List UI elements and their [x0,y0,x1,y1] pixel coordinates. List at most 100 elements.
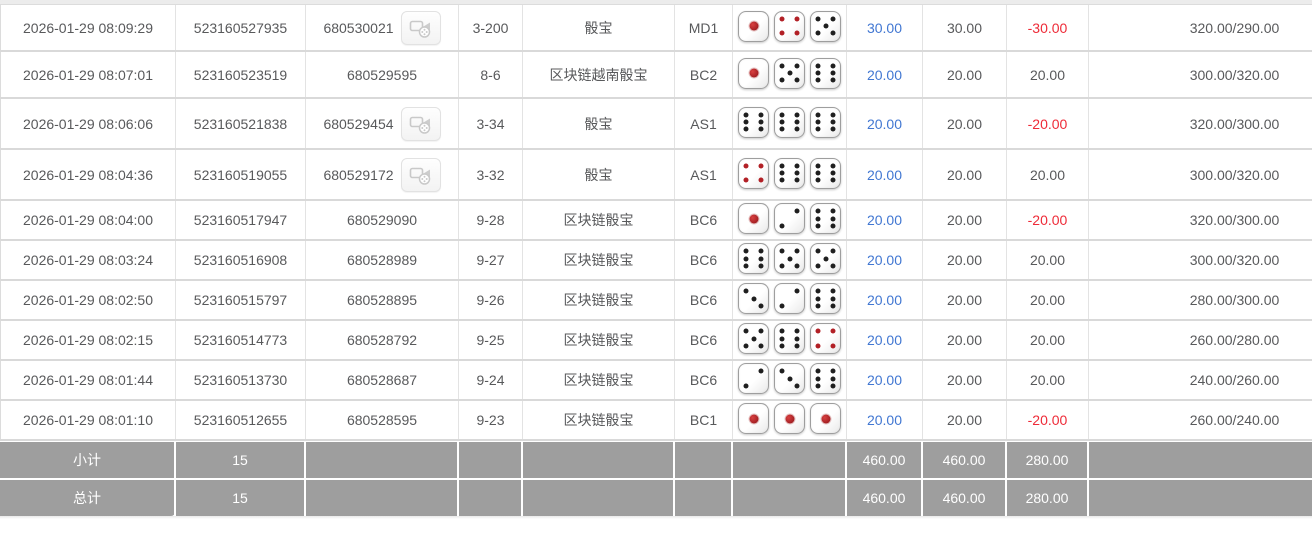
bet-time-cell: 2026-01-29 08:03:24 [0,240,176,281]
bet-amount-cell[interactable]: 20.00 [846,200,923,241]
record-row: 2026-01-29 08:09:29 523160527935 680530021… [0,5,1312,52]
subtotal-row: 小计 15 460.00 460.00 280.00 [0,442,1312,479]
bet-amount-cell[interactable]: 20.00 [846,240,923,281]
video-replay-button[interactable] [400,106,441,141]
draw-number-wrap: 680528989 [347,252,417,268]
subtotal-row-label: 小计 [0,442,176,479]
die-face-1 [738,203,769,234]
bet-number-cell: 523160516908 [175,240,306,281]
die-face-6 [738,106,769,138]
bet-time-cell: 2026-01-29 08:06:06 [0,98,176,150]
die-face-6 [810,157,841,189]
table-code-cell: AS1 [674,149,733,201]
bet-time-cell: 2026-01-29 08:01:10 [0,400,176,441]
draw-number-wrap: 680528895 [347,292,417,308]
bet-amount-cell[interactable]: 20.00 [846,320,923,361]
bet-number-cell: 523160517947 [175,200,306,241]
draw-number-wrap: 680529454 [323,106,441,141]
total-row-empty-cell [674,478,733,516]
draw-number-wrap: 680528792 [347,332,417,348]
die-face-1 [774,403,805,434]
dice-result [738,10,841,42]
video-replay-button[interactable] [400,157,441,192]
draw-number-cell: 680528895 [305,280,459,321]
record-row: 2026-01-29 08:02:50 523160515797 680528895… [0,280,1312,321]
balance-cell: 300.00/320.00 [1088,240,1312,281]
draw-number-wrap: 680530021 [323,10,441,45]
round-number-cell: 9-28 [458,200,523,241]
total-row-empty-cell [305,478,459,516]
dice-result-cell [732,51,847,99]
dice-result-cell [732,320,847,361]
draw-number-cell: 680528687 [305,360,459,401]
table-code-cell: BC6 [674,280,733,321]
video-replay-button[interactable] [400,10,441,45]
bet-amount-cell[interactable]: 20.00 [846,98,923,150]
dice-result-cell [732,280,847,321]
bet-number-cell: 523160523519 [175,51,306,99]
table-code-cell: BC6 [674,240,733,281]
bet-time-cell: 2026-01-29 08:09:29 [0,5,176,52]
record-row: 2026-01-29 08:03:24 523160516908 680528989… [0,240,1312,281]
draw-number-wrap: 680529172 [323,157,441,192]
draw-number-text: 680528792 [346,332,418,348]
summary-body: 小计 15 460.00 460.00 280.00 总计 15 460.00 460.00 28… [0,442,1312,516]
draw-number-text: 680529595 [346,66,418,83]
round-number-cell: 3-34 [458,98,523,150]
subtotal-row-winloss-total: 280.00 [1006,442,1089,479]
win-loss-cell: -20.00 [1006,400,1089,441]
draw-number-cell: 680528792 [305,320,459,361]
bet-amount-cell[interactable]: 20.00 [846,51,923,99]
dice-result [738,203,841,234]
round-number-cell: 9-24 [458,360,523,401]
game-name-cell: 骰宝 [522,98,675,150]
bet-amount-cell[interactable]: 20.00 [846,149,923,201]
dice-result [738,323,841,354]
bet-amount-cell[interactable]: 20.00 [846,400,923,441]
draw-number-wrap: 680528687 [347,372,417,388]
dice-result [738,283,841,314]
die-face-6 [810,57,841,89]
bet-amount-cell[interactable]: 20.00 [846,280,923,321]
table-code-cell: BC6 [674,200,733,241]
dice-result [738,363,841,394]
dice-result-cell [732,360,847,401]
draw-number-text: 680529454 [323,115,394,132]
table-code-cell: BC1 [674,400,733,441]
dice-result [738,403,841,434]
valid-amount-cell: 30.00 [922,5,1007,52]
total-row-winloss-total: 280.00 [1006,478,1089,516]
round-number-cell: 9-26 [458,280,523,321]
record-row: 2026-01-29 08:02:15 523160514773 680528792… [0,320,1312,361]
bet-amount-cell[interactable]: 30.00 [846,5,923,52]
bet-time-cell: 2026-01-29 08:02:15 [0,320,176,361]
dice-result-cell [732,240,847,281]
draw-number-text: 680528895 [346,292,418,308]
round-number-cell: 9-27 [458,240,523,281]
balance-cell: 320.00/300.00 [1088,98,1312,150]
bet-number-cell: 523160521838 [175,98,306,150]
round-number-cell: 3-200 [458,5,523,52]
balance-cell: 280.00/300.00 [1088,280,1312,321]
total-row-empty-cell [1088,478,1312,516]
total-row-label: 总计 [0,478,176,516]
dice-result-cell [732,149,847,201]
draw-number-text: 680530021 [323,19,394,36]
draw-number-text: 680529090 [346,212,418,228]
die-face-6 [810,203,841,234]
video-camera-film-icon [409,116,430,134]
total-row-bet-total: 460.00 [846,478,923,516]
subtotal-row-empty-cell [458,442,523,479]
record-row: 2026-01-29 08:06:06 523160521838 680529454… [0,98,1312,150]
bet-amount-cell[interactable]: 20.00 [846,360,923,401]
bet-time-cell: 2026-01-29 08:01:44 [0,360,176,401]
die-face-6 [810,283,841,314]
valid-amount-cell: 20.00 [922,240,1007,281]
die-face-1 [738,10,769,42]
game-name-cell: 骰宝 [522,149,675,201]
die-face-5 [810,10,841,42]
bet-number-cell: 523160519055 [175,149,306,201]
bet-time-cell: 2026-01-29 08:02:50 [0,280,176,321]
record-row: 2026-01-29 08:07:01 523160523519 680529595… [0,51,1312,99]
draw-number-cell: 680528595 [305,400,459,441]
